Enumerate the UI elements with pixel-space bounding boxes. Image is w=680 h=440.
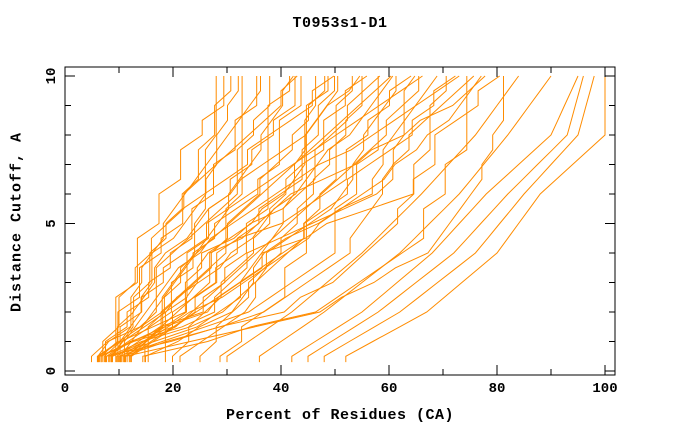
x-tick-label: 100: [592, 381, 617, 397]
model-curve: [111, 75, 394, 363]
model-curve: [99, 76, 317, 363]
x-axis-label: Percent of Residues (CA): [225, 407, 455, 424]
model-curve: [106, 76, 302, 363]
model-curve: [119, 76, 261, 363]
model-curve: [117, 75, 335, 363]
model-curve: [226, 75, 520, 363]
model-curve: [172, 76, 335, 363]
x-tick-label: 20: [165, 381, 182, 397]
model-curve: [102, 75, 298, 363]
model-curve: [96, 76, 217, 363]
model-curve: [100, 75, 475, 363]
model-curve: [97, 76, 239, 363]
model-curve: [179, 76, 397, 363]
model-curve: [147, 75, 392, 363]
model-curve: [164, 76, 296, 363]
model-curve: [307, 75, 584, 363]
x-tick-label: 0: [61, 381, 69, 397]
model-curve: [199, 76, 363, 363]
model-curve: [118, 76, 379, 363]
model-curve: [100, 76, 232, 363]
model-curve: [345, 76, 606, 363]
model-curve: [98, 75, 423, 363]
model-curve: [144, 75, 486, 363]
model-curve: [323, 75, 595, 363]
x-tick-label: 80: [489, 381, 506, 397]
model-curve: [291, 75, 579, 363]
model-curve: [103, 75, 381, 363]
x-tick-label: 40: [273, 381, 290, 397]
x-tick-label: 60: [381, 381, 398, 397]
model-curve: [120, 75, 294, 363]
model-curve: [258, 75, 552, 363]
y-tick-label: 0: [44, 367, 60, 375]
model-curve: [122, 75, 416, 363]
y-tick-label: 5: [44, 219, 60, 227]
model-curve: [142, 76, 468, 363]
model-curve: [105, 76, 447, 363]
model-curve: [110, 75, 500, 363]
model-curve: [115, 76, 225, 363]
model-curve: [124, 75, 482, 363]
y-tick-label: 10: [44, 68, 60, 85]
model-curve: [219, 76, 329, 363]
model-curve: [123, 75, 460, 363]
model-curve: [145, 75, 438, 363]
model-curve: [110, 75, 361, 363]
plot-title: T0953s1-D1: [292, 15, 388, 32]
plot-border: [64, 66, 616, 376]
model-curve: [112, 76, 243, 363]
model-curve: [130, 75, 456, 363]
